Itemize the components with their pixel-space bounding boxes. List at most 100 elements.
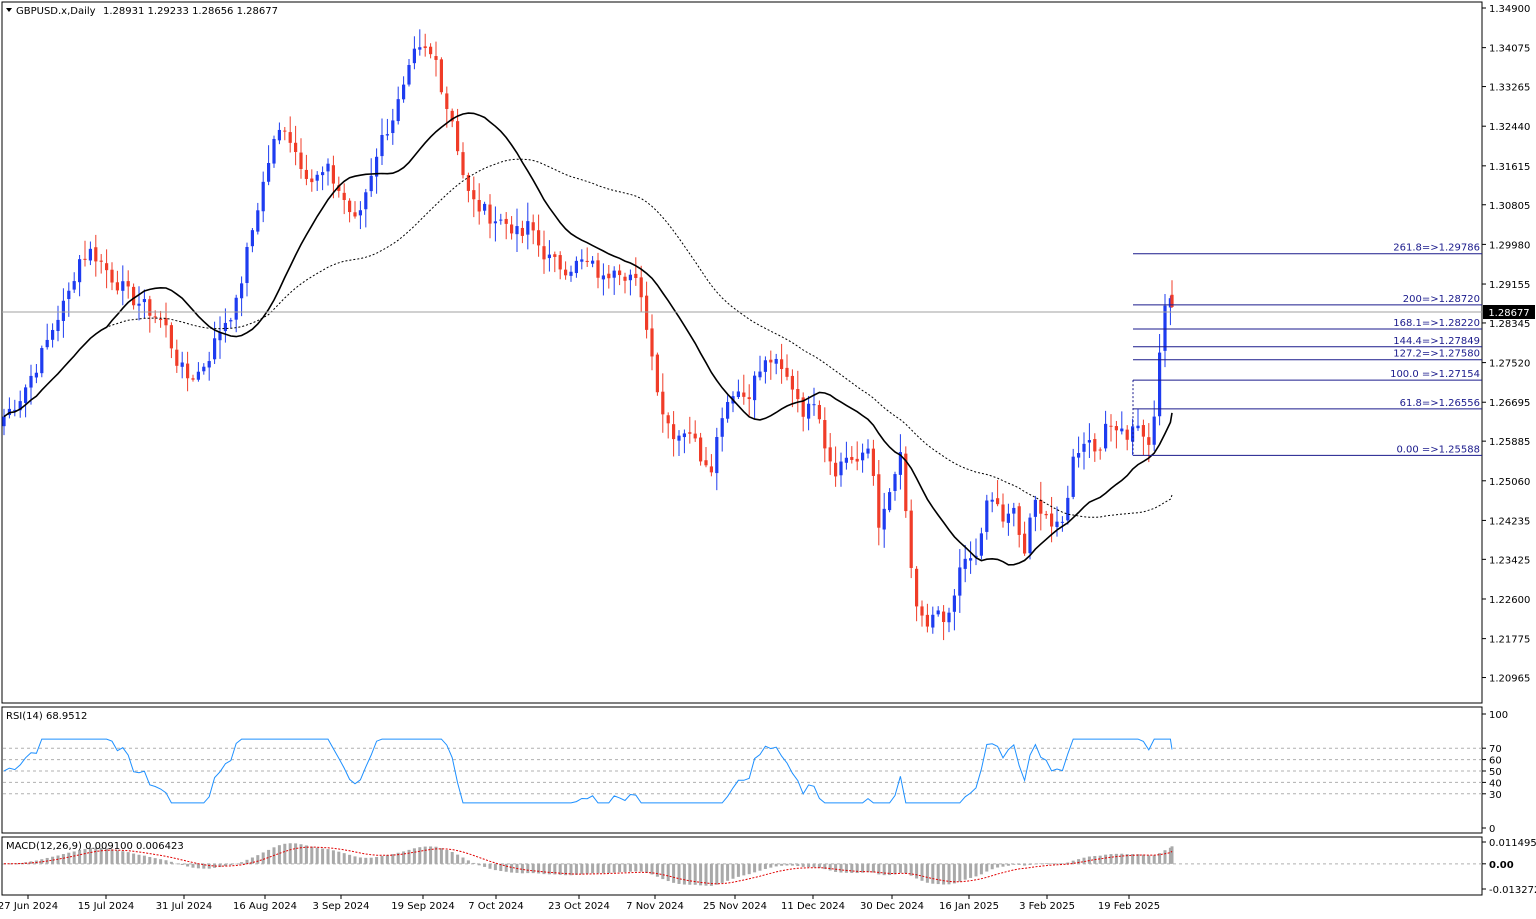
macd-histogram-bar bbox=[591, 863, 595, 874]
macd-histogram-bar bbox=[1098, 855, 1102, 864]
date-axis-label: 19 Sep 2024 bbox=[391, 901, 454, 912]
macd-histogram-bar bbox=[29, 861, 33, 864]
date-axis-label: 16 Jan 2025 bbox=[939, 901, 999, 912]
candle-body bbox=[807, 403, 811, 419]
candle-body bbox=[655, 354, 659, 393]
candle-body bbox=[477, 199, 481, 212]
macd-histogram-bar bbox=[547, 863, 551, 875]
macd-histogram-bar bbox=[1120, 853, 1124, 864]
candle-body bbox=[288, 132, 292, 143]
macd-histogram-bar bbox=[159, 859, 163, 864]
candle-body bbox=[56, 319, 60, 332]
macd-histogram-bar bbox=[861, 863, 865, 873]
candle-body bbox=[850, 456, 854, 460]
candle-body bbox=[942, 611, 946, 623]
candle-body bbox=[726, 402, 730, 419]
macd-histogram-bar bbox=[510, 863, 514, 873]
macd-histogram-bar bbox=[78, 849, 82, 864]
macd-histogram-bar bbox=[958, 863, 962, 882]
dropdown-triangle-icon[interactable] bbox=[6, 8, 12, 12]
macd-histogram-bar bbox=[812, 863, 816, 868]
macd-histogram-bar bbox=[472, 862, 476, 864]
macd-histogram-bar bbox=[942, 863, 946, 885]
macd-histogram-bar bbox=[250, 857, 254, 864]
candle-body bbox=[2, 416, 6, 427]
macd-histogram-bar bbox=[888, 863, 892, 876]
macd-histogram-bar bbox=[213, 863, 217, 868]
candle-body bbox=[331, 165, 335, 184]
macd-histogram-bar bbox=[607, 863, 611, 874]
rsi-header: RSI(14) 68.9512 bbox=[6, 711, 87, 722]
macd-histogram-bar bbox=[742, 863, 746, 876]
macd-histogram-bar bbox=[990, 863, 994, 870]
candle-body bbox=[1082, 443, 1086, 452]
macd-histogram-bar bbox=[650, 863, 654, 875]
macd-histogram-bar bbox=[132, 853, 136, 864]
macd-histogram-bar bbox=[256, 855, 260, 864]
macd-histogram-bar bbox=[542, 863, 546, 875]
candle-body bbox=[580, 259, 584, 262]
macd-histogram-bar bbox=[402, 851, 406, 864]
candle-body bbox=[720, 418, 724, 437]
price-axis-label: 1.24235 bbox=[1489, 516, 1530, 527]
candle-body bbox=[682, 433, 686, 438]
date-axis-label: 3 Feb 2025 bbox=[1019, 901, 1075, 912]
macd-histogram-bar bbox=[963, 863, 967, 880]
candle-body bbox=[1114, 426, 1118, 431]
candle-body bbox=[796, 389, 800, 400]
candle-body bbox=[407, 64, 411, 85]
macd-histogram-bar bbox=[726, 863, 730, 881]
candle-body bbox=[229, 320, 233, 322]
rsi-panel[interactable] bbox=[1, 706, 1483, 834]
candle-body bbox=[1039, 499, 1043, 514]
macd-histogram-bar bbox=[796, 863, 800, 867]
macd-histogram-bar bbox=[207, 863, 211, 869]
candle-body bbox=[110, 269, 114, 283]
macd-histogram-bar bbox=[396, 852, 400, 864]
macd-histogram-bar bbox=[915, 863, 919, 879]
candle-body bbox=[1170, 294, 1174, 307]
candle-body bbox=[429, 46, 433, 55]
candle-body bbox=[396, 99, 400, 122]
macd-histogram-bar bbox=[839, 863, 843, 873]
current-price-label: 1.28677 bbox=[1488, 308, 1529, 319]
candle-body bbox=[693, 433, 697, 439]
macd-histogram-bar bbox=[180, 863, 184, 865]
fibonacci-levels[interactable]: 261.8=>1.29786 200=>1.28720 168.1=>1.28220… bbox=[1132, 243, 1482, 456]
candle-body bbox=[704, 460, 708, 466]
macd-panel[interactable] bbox=[1, 836, 1483, 896]
macd-histogram-bar bbox=[1044, 863, 1048, 864]
macd-histogram-bar bbox=[240, 862, 244, 864]
candle-body bbox=[1125, 429, 1129, 440]
candle-body bbox=[40, 348, 44, 374]
candle-body bbox=[866, 448, 870, 454]
candle-body bbox=[925, 614, 929, 627]
price-panel[interactable] bbox=[1, 1, 1483, 704]
candle-body bbox=[105, 263, 109, 271]
candle-body bbox=[483, 203, 487, 211]
candle-body bbox=[871, 448, 875, 476]
macd-histogram-bar bbox=[969, 863, 973, 878]
macd-histogram-bar bbox=[1170, 846, 1174, 864]
macd-histogram-bar bbox=[18, 863, 22, 864]
candle-body bbox=[169, 325, 173, 349]
candle-body bbox=[839, 461, 843, 476]
macd-histogram-bar bbox=[445, 850, 449, 864]
candle-body bbox=[861, 452, 865, 461]
macd-histogram-bar bbox=[834, 863, 838, 872]
macd-histogram-bar bbox=[699, 863, 703, 886]
candle-body bbox=[844, 457, 848, 463]
candle-body bbox=[936, 610, 940, 615]
candle-body bbox=[164, 318, 168, 326]
moving-average-fast-line bbox=[3, 112, 1173, 566]
candle-body bbox=[1093, 439, 1097, 452]
candle-body bbox=[61, 300, 65, 321]
candle-body bbox=[121, 281, 125, 291]
price-axis-label: 1.22600 bbox=[1489, 595, 1530, 606]
date-axis-label: 7 Oct 2024 bbox=[468, 901, 523, 912]
price-axis-label: 1.32440 bbox=[1489, 122, 1530, 133]
candle-body bbox=[553, 254, 557, 257]
candle-body bbox=[99, 260, 103, 262]
